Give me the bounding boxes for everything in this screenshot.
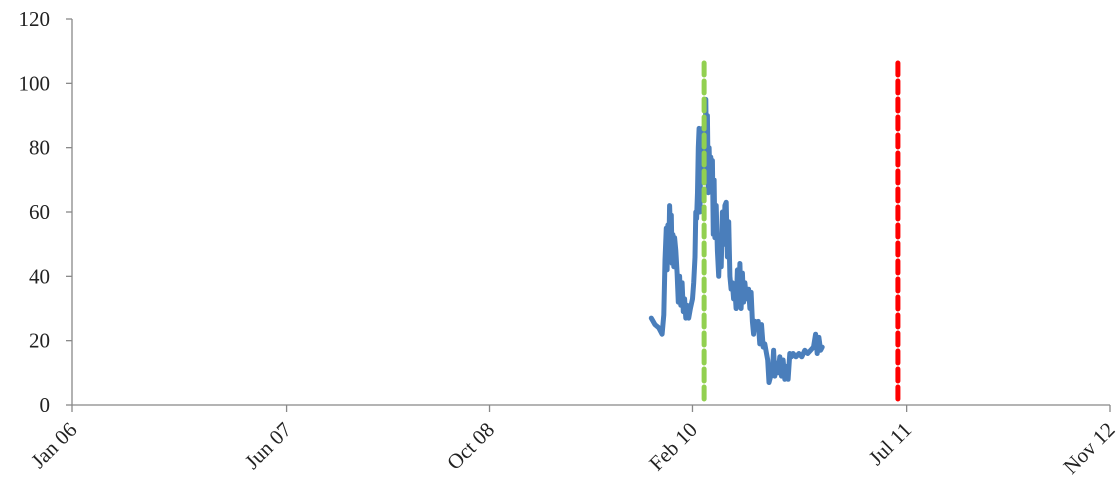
x-tick-marks bbox=[71, 405, 1111, 412]
y-tick-labels: 0 20 40 60 80 100 120 bbox=[19, 7, 51, 417]
y-tick-label: 0 bbox=[40, 393, 51, 417]
y-tick-label: 20 bbox=[29, 329, 50, 353]
y-tick-label: 100 bbox=[19, 71, 51, 95]
y-tick-marks bbox=[66, 18, 72, 406]
axes bbox=[71, 19, 1110, 406]
x-tick-label: Jun 07 bbox=[240, 418, 296, 474]
x-tick-label: Nov 12 bbox=[1058, 418, 1117, 479]
x-tick-label: Feb 10 bbox=[644, 418, 702, 476]
y-tick-label: 120 bbox=[19, 7, 51, 31]
y-tick-label: 60 bbox=[29, 200, 50, 224]
x-tick-label: Oct 08 bbox=[442, 418, 499, 475]
x-tick-label: Jul 11 bbox=[864, 418, 916, 470]
series-line bbox=[648, 96, 825, 385]
y-tick-label: 80 bbox=[29, 136, 50, 160]
marker-lines bbox=[701, 60, 901, 408]
x-tick-labels: Jan 06 Jun 07 Oct 08 Feb 10 Jul 11 Nov 12 bbox=[26, 418, 1117, 479]
series-layer bbox=[648, 96, 825, 385]
y-tick-label: 40 bbox=[29, 264, 50, 288]
x-tick-label: Jan 06 bbox=[26, 418, 81, 473]
